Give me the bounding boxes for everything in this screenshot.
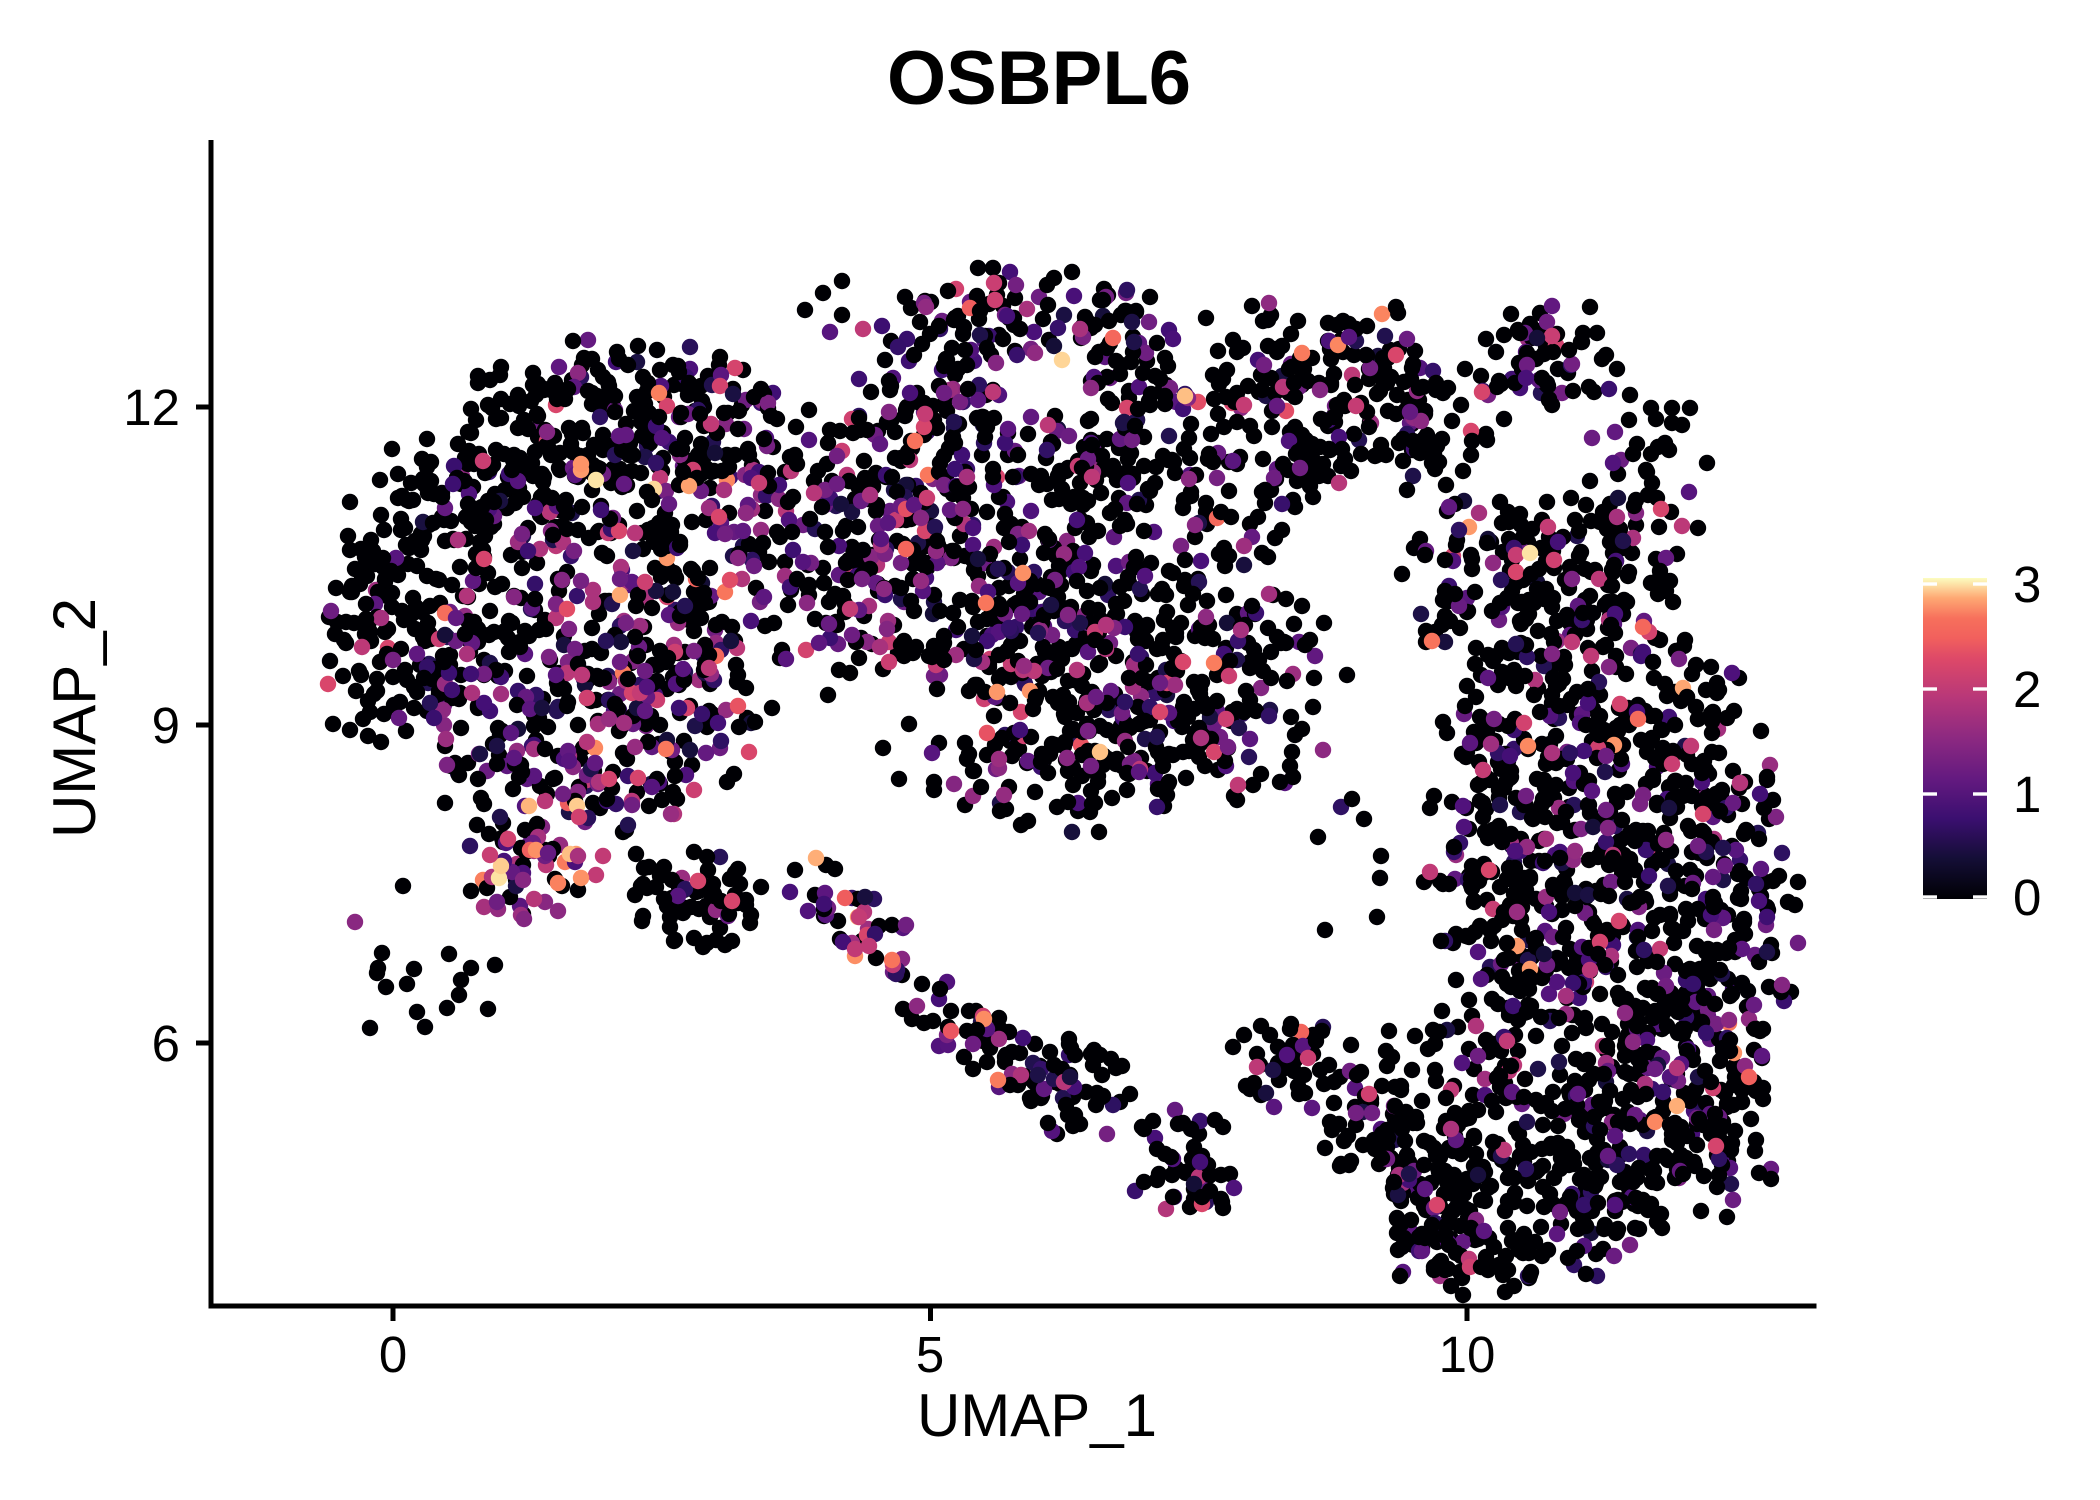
svg-text:OSBPL6: OSBPL6 (887, 36, 1191, 121)
svg-text:2: 2 (2013, 661, 2041, 718)
svg-text:UMAP_1: UMAP_1 (917, 1382, 1157, 1449)
svg-text:5: 5 (916, 1326, 944, 1383)
svg-text:UMAP_2: UMAP_2 (41, 598, 108, 838)
svg-text:0: 0 (2013, 869, 2041, 926)
svg-text:3: 3 (2013, 556, 2041, 613)
svg-text:9: 9 (152, 697, 180, 754)
svg-text:12: 12 (123, 379, 180, 436)
svg-text:6: 6 (152, 1015, 180, 1072)
svg-text:0: 0 (379, 1326, 407, 1383)
svg-text:1: 1 (2013, 766, 2041, 823)
svg-text:10: 10 (1439, 1326, 1496, 1383)
